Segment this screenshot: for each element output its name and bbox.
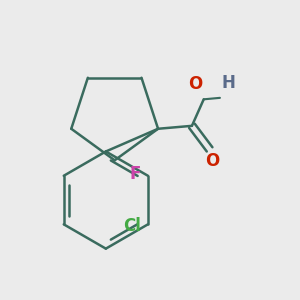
Text: F: F: [129, 165, 140, 183]
Text: O: O: [206, 152, 220, 170]
Text: H: H: [221, 74, 235, 92]
Text: O: O: [188, 75, 202, 93]
Text: Cl: Cl: [123, 217, 140, 235]
